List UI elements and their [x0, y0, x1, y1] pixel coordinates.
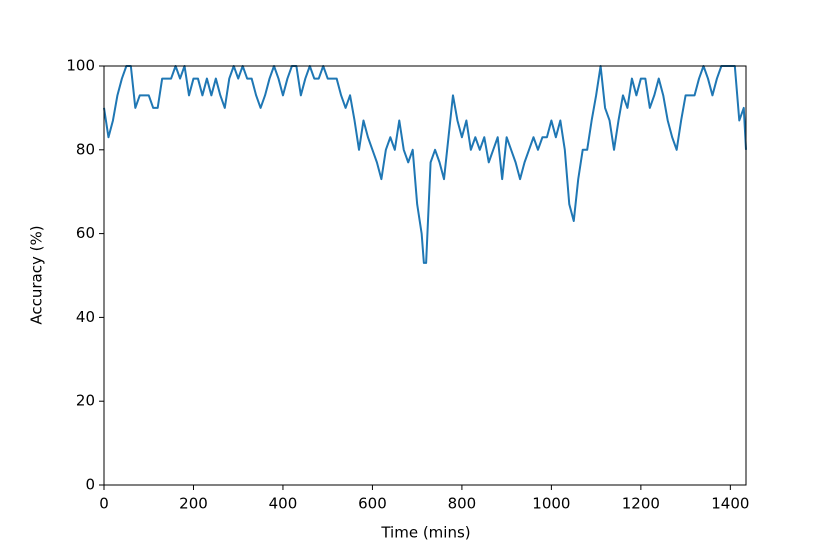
- y-tick-label: 0: [85, 476, 95, 494]
- y-axis-label: Accuracy (%): [28, 225, 46, 324]
- y-tick-label: 20: [76, 392, 95, 410]
- x-tick-label: 1000: [532, 495, 570, 513]
- x-axis-label: Time (mins): [380, 524, 470, 542]
- data-line: [103, 65, 747, 264]
- plot-frame: [103, 65, 747, 486]
- x-tick-label: 400: [269, 495, 298, 513]
- x-tick-label: 1200: [622, 495, 660, 513]
- y-tick-label: 80: [76, 140, 95, 158]
- x-tick-label: 1400: [711, 495, 749, 513]
- x-tick-label: 200: [179, 495, 208, 513]
- x-tick-label: 0: [99, 495, 109, 513]
- y-tick-label: 100: [66, 57, 95, 75]
- x-tick-label: 600: [358, 495, 387, 513]
- x-tick-label: 800: [448, 495, 477, 513]
- y-tick-label: 40: [76, 308, 95, 326]
- y-tick-label: 60: [76, 224, 95, 242]
